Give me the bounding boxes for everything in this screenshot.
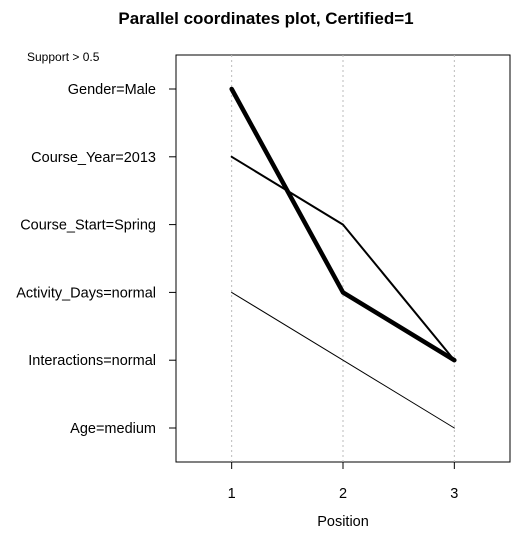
series-line-3 — [231, 291, 455, 429]
x-axis-title: Position — [317, 514, 369, 530]
y-tick-label-5: Interactions=normal — [28, 353, 156, 369]
series-line-1 — [229, 86, 457, 363]
grid-lines — [231, 55, 455, 462]
x-axis: 1 2 3 — [228, 462, 458, 502]
y-tick-label-4: Activity_Days=normal — [16, 285, 156, 301]
support-annotation: Support > 0.5 — [27, 50, 100, 64]
x-tick-label-3: 3 — [450, 486, 458, 502]
series-lines — [229, 86, 457, 429]
chart-title: Parallel coordinates plot, Certified=1 — [118, 9, 413, 28]
series-line-2 — [230, 155, 456, 362]
y-tick-label-6: Age=medium — [70, 421, 156, 437]
y-axis: Gender=Male Course_Year=2013 Course_Start=… — [16, 82, 176, 437]
x-tick-label-1: 1 — [228, 486, 236, 502]
y-tick-label-2: Course_Year=2013 — [31, 150, 156, 166]
y-tick-label-3: Course_Start=Spring — [20, 218, 156, 234]
x-tick-label-2: 2 — [339, 486, 347, 502]
y-tick-label-1: Gender=Male — [68, 82, 156, 98]
